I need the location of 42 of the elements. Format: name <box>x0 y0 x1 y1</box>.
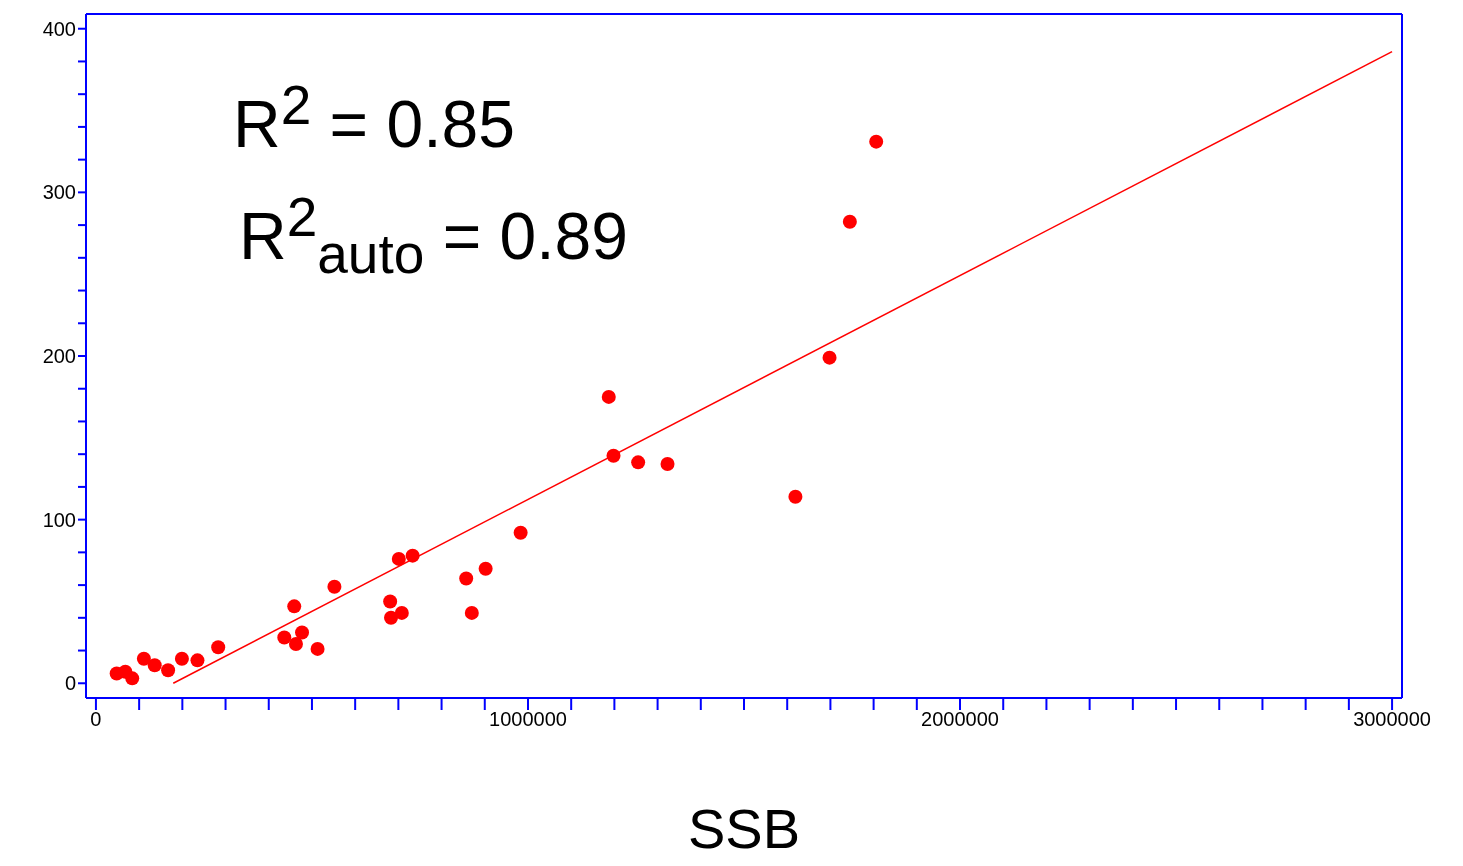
y-tick-label: 100 <box>42 508 76 531</box>
point <box>136 651 151 666</box>
point <box>287 599 302 614</box>
x-tick-label: 3000000 <box>1353 708 1431 731</box>
point <box>513 525 528 540</box>
point <box>211 640 226 655</box>
point <box>606 448 621 463</box>
point <box>842 214 857 229</box>
point <box>161 663 176 678</box>
point <box>660 457 675 471</box>
point <box>174 651 189 666</box>
y-tick-label: 400 <box>42 17 76 40</box>
x-tick-label: 2000000 <box>921 708 999 731</box>
point <box>383 594 398 609</box>
y-tick-label: 200 <box>42 345 76 368</box>
annotation: R$^{2}$$_{auto}$ = 0.89 <box>239 186 628 286</box>
point <box>631 455 646 470</box>
x-tick-label: 0 <box>90 708 102 731</box>
point <box>384 610 399 625</box>
point <box>327 579 342 594</box>
point <box>394 605 409 620</box>
y-tick-label: 300 <box>42 181 76 204</box>
point <box>822 350 837 365</box>
point <box>288 637 303 651</box>
annotation: R$^{2}$ = 0.85 <box>233 74 515 161</box>
point <box>601 389 616 404</box>
point <box>147 658 162 673</box>
x-axis-title: SSB <box>687 797 801 860</box>
point <box>125 671 140 686</box>
point <box>277 630 292 645</box>
point <box>459 571 474 586</box>
point <box>190 653 205 668</box>
point <box>295 625 310 640</box>
point <box>310 641 325 656</box>
x-tick-label: 1000000 <box>489 708 567 731</box>
point <box>869 134 884 149</box>
point <box>478 561 493 576</box>
y-tick-label: 0 <box>64 672 76 695</box>
point <box>788 489 803 504</box>
point <box>391 551 406 566</box>
point <box>464 605 479 620</box>
point <box>405 548 420 563</box>
